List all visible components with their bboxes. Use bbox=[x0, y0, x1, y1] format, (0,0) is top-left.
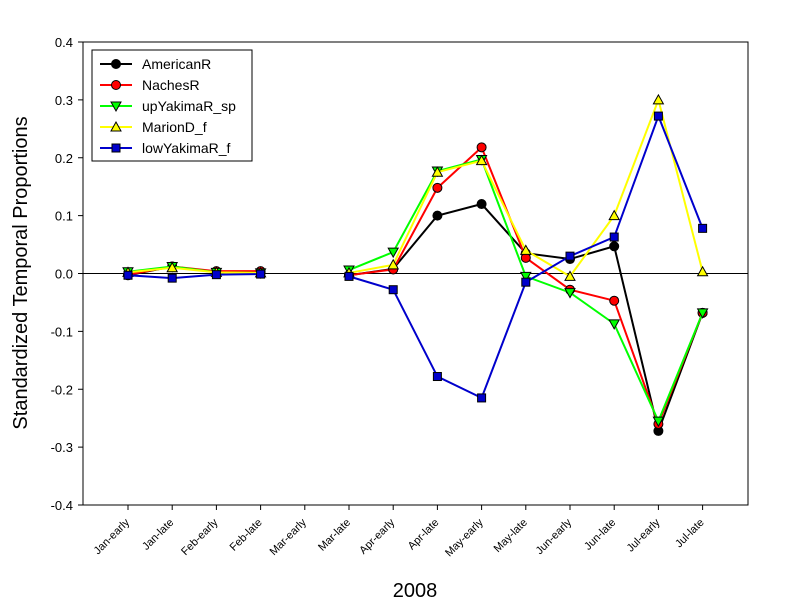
data-point bbox=[608, 319, 621, 330]
data-point bbox=[652, 416, 665, 428]
legend-swatch-marker bbox=[111, 59, 121, 69]
x-tick-label: Feb-late bbox=[228, 517, 265, 554]
data-point bbox=[167, 273, 177, 283]
series-NachesR bbox=[123, 142, 708, 429]
series-lowYakimaR_f bbox=[123, 111, 708, 403]
data-point bbox=[432, 372, 442, 382]
legend-label: AmericanR bbox=[142, 56, 211, 72]
data-point bbox=[653, 111, 663, 121]
x-tick-label: May-late bbox=[492, 517, 530, 555]
legend: AmericanR NachesR upYakimaR_sp MarionD_flow… bbox=[91, 49, 253, 162]
legend-swatch-marker bbox=[110, 120, 122, 132]
data-point bbox=[432, 210, 443, 221]
series-upYakimaR_sp bbox=[122, 154, 709, 428]
y-tick-label: 0.0 bbox=[55, 267, 73, 282]
data-point bbox=[211, 270, 221, 280]
data-point bbox=[476, 199, 487, 210]
x-tick-label: Apr-late bbox=[406, 517, 442, 553]
legend-entry: NachesR bbox=[100, 77, 200, 93]
data-point bbox=[519, 244, 532, 255]
legend-swatch-marker bbox=[110, 101, 122, 113]
y-axis-title: Standardized Temporal Proportions bbox=[10, 116, 32, 429]
x-tick-label: Jun-late bbox=[582, 517, 618, 553]
x-tick-label: Apr-early bbox=[357, 516, 397, 556]
y-tick-label: -0.3 bbox=[51, 440, 73, 455]
y-tick-label: 0.4 bbox=[55, 35, 73, 50]
data-point bbox=[431, 166, 444, 177]
legend-label: MarionD_f bbox=[142, 119, 207, 135]
legend-entry: MarionD_f bbox=[100, 119, 207, 135]
data-point bbox=[696, 265, 709, 277]
data-point bbox=[698, 223, 708, 233]
data-point bbox=[564, 288, 576, 299]
data-point bbox=[475, 154, 488, 166]
x-tick-label: May-early bbox=[443, 516, 486, 559]
x-tick-label: Jan-late bbox=[140, 517, 176, 553]
series-line bbox=[348, 158, 704, 424]
data-point bbox=[123, 270, 133, 280]
series-group bbox=[122, 93, 709, 436]
x-tick-label: Feb-early bbox=[179, 516, 221, 558]
y-tick-label: -0.4 bbox=[51, 498, 73, 513]
legend-entry: lowYakimaR_f bbox=[100, 140, 231, 156]
y-tick-label: -0.2 bbox=[51, 382, 73, 397]
data-point bbox=[652, 93, 665, 105]
data-point bbox=[477, 393, 487, 403]
legend-label: NachesR bbox=[142, 77, 200, 93]
series-line bbox=[127, 273, 261, 280]
data-point bbox=[696, 308, 709, 319]
y-tick-label: 0.1 bbox=[55, 209, 73, 224]
series-line bbox=[127, 266, 261, 274]
data-point bbox=[166, 261, 179, 273]
x-tick-label: Jul-late bbox=[673, 517, 707, 551]
x-tick-label: Jul-early bbox=[625, 516, 663, 554]
x-tick-label: Mar-early bbox=[268, 516, 310, 558]
data-point bbox=[608, 209, 621, 221]
x-axis-title: 2008 bbox=[393, 580, 438, 600]
legend-swatch-marker bbox=[111, 80, 121, 90]
data-point bbox=[609, 232, 619, 242]
y-tick-label: -0.1 bbox=[51, 324, 73, 339]
data-point bbox=[609, 295, 620, 306]
x-tick-label: Jan-early bbox=[92, 516, 133, 557]
data-point bbox=[432, 182, 443, 193]
y-axis: -0.4 -0.3 -0.2 -0.1 0.0 0.1 0.2 0.3 0.4 bbox=[51, 35, 83, 513]
data-point bbox=[519, 271, 532, 283]
data-point bbox=[476, 142, 487, 153]
data-point bbox=[344, 271, 354, 281]
x-tick-label: Jun-early bbox=[534, 516, 575, 557]
x-axis: Jan-early Jan-late Feb-early Feb-late Mar-ea… bbox=[92, 505, 707, 559]
legend-entry: upYakimaR_sp bbox=[100, 98, 236, 114]
data-point bbox=[256, 269, 266, 279]
legend-entry: AmericanR bbox=[100, 56, 211, 72]
data-point bbox=[388, 285, 398, 295]
data-point bbox=[564, 270, 576, 281]
y-tick-label: 0.2 bbox=[55, 151, 73, 166]
data-point bbox=[387, 258, 400, 270]
y-tick-label: 0.3 bbox=[55, 93, 73, 108]
data-point bbox=[387, 247, 400, 259]
data-point bbox=[521, 277, 531, 287]
x-tick-label: Mar-late bbox=[316, 517, 353, 554]
legend-label: upYakimaR_sp bbox=[142, 98, 236, 114]
legend-label: lowYakimaR_f bbox=[142, 140, 231, 156]
data-point bbox=[609, 241, 620, 252]
data-point bbox=[565, 251, 575, 261]
legend-swatch-marker bbox=[111, 143, 121, 153]
